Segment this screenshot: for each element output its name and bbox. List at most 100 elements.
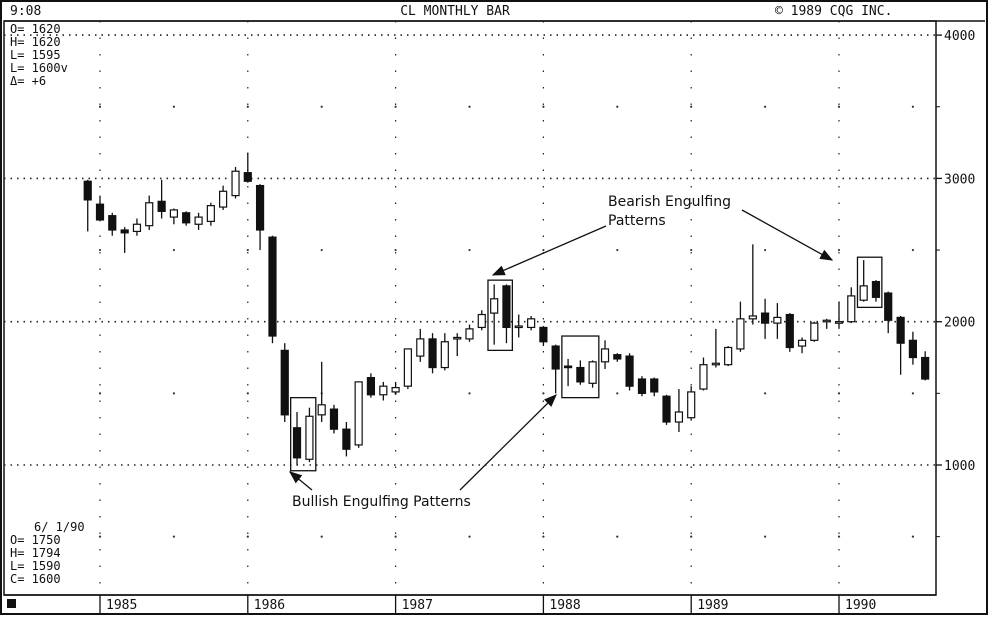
grid-dot [172,392,175,395]
x-axis-labels: 1985 1986 1987 1988 1989 1990 [99,595,876,614]
readout-low-volume: L= 1600v [10,61,68,75]
candle-body-bullish [391,387,400,393]
x-tick-label-1987: 1987 [402,598,433,613]
candle-body-bearish [576,366,585,383]
grid-dot [911,535,915,538]
candle-body-bearish [342,428,351,450]
candle-body-bullish [588,361,597,384]
grid-dot [690,105,693,108]
grid-dot [468,105,471,108]
grid-dot [468,392,471,395]
grid-dot [394,105,397,108]
y-axis-ticks: 1000 2000 3000 4000 [936,29,975,538]
candle-body-bullish [440,341,449,369]
candle-body-bullish [477,313,486,329]
grid-dot [690,535,693,538]
arrow-bullish-1986 [288,471,313,491]
cursor-open: O= 1750 [10,533,61,547]
header-copyright: © 1989 CQG INC. [775,4,892,19]
grid-dot [837,392,841,395]
candle-body-bullish [206,205,215,222]
grid-dot [320,535,323,538]
candle-body-bullish [490,298,499,314]
candle-body-bearish [243,172,252,182]
arrow-bearish-1990 [741,209,834,261]
candle-body-bullish [231,170,240,197]
candle-body-bearish [366,376,376,396]
grid-dot [911,105,915,108]
grid-dot [616,248,619,252]
readout-low: L= 1595 [10,48,61,62]
grid-dot [246,248,249,252]
candle-body-bearish [157,200,166,212]
x-tick-label-1988: 1988 [549,598,580,613]
pattern-box-bearish [856,256,883,309]
candle-body-bearish [871,280,881,298]
grid-dot [246,392,249,395]
readout-change: Δ= +6 [10,74,46,88]
candle-body-bearish [502,285,511,329]
candle-body-bearish [268,236,277,337]
candle-body-bullish [169,209,178,218]
x-tick-label-1990: 1990 [845,598,876,613]
chart-title: CL MONTHLY BAR [400,4,510,19]
readout-open: O= 1620 [10,22,61,36]
candle-body-bearish [662,395,671,423]
grid-dot [837,248,841,252]
grid-dot [320,248,323,252]
candle-body-bullish [305,415,314,460]
x-tick-label-1985: 1985 [106,598,137,613]
candle-body-bearish [83,180,92,201]
candle-body-bullish [145,202,154,227]
candle-body-bullish [379,385,388,396]
y-tick-label-4000: 4000 [944,29,975,44]
annotation-bearish-line2: Patterns [608,213,666,229]
candle-body-bullish [416,338,425,357]
grid-dot [98,105,102,108]
candle-body-bearish [760,312,770,324]
grid-dot [837,105,841,108]
cursor-high: H= 1794 [10,546,61,560]
candle-body-bearish [551,345,560,370]
grid-dot [172,248,175,252]
candle-body-bearish [539,326,548,343]
candle-body-bearish [563,365,573,369]
candle-body-bullish [797,339,807,347]
grid-dot [542,392,545,395]
grid-dot [837,535,841,538]
cursor-close: C= 1600 [10,572,61,586]
candle-body-bullish [219,190,228,208]
readout-high: H= 1620 [10,35,61,49]
grid-dot [172,105,175,108]
arrow-bullish-1988 [459,394,557,491]
grid-dot [542,535,545,538]
grid-dot [320,105,323,108]
candle-body-bullish [453,336,462,340]
candle-body-bearish [108,215,117,231]
candle-body-bullish [773,316,782,324]
candles [83,152,930,465]
pattern-box-bullish [561,335,600,399]
candle-body-bearish [292,427,302,459]
annotation-bullish: Bullish Engulfing Patterns [292,494,471,510]
candle-body-bearish [95,203,105,221]
grid-dot [394,535,397,538]
candle-body-bullish [699,364,708,390]
candle-body-bearish [625,355,634,387]
cursor-low: L= 1590 [10,559,61,573]
grid-dot [764,248,767,252]
y-tick-label-1000: 1000 [944,459,975,474]
candle-body-bullish [514,325,523,329]
candle-body-bullish [859,285,868,301]
candle-body-bullish [822,319,831,323]
candle-body-bearish [428,338,437,369]
pattern-box-bullish [290,396,317,472]
candle-body-bullish [847,295,856,323]
grid-dot [468,248,471,252]
grid-dot [98,535,102,538]
candle-body-bullish [810,322,819,341]
grid-dot [616,105,619,108]
candle-body-bearish [280,349,289,416]
candle-body-bullish [317,404,326,416]
